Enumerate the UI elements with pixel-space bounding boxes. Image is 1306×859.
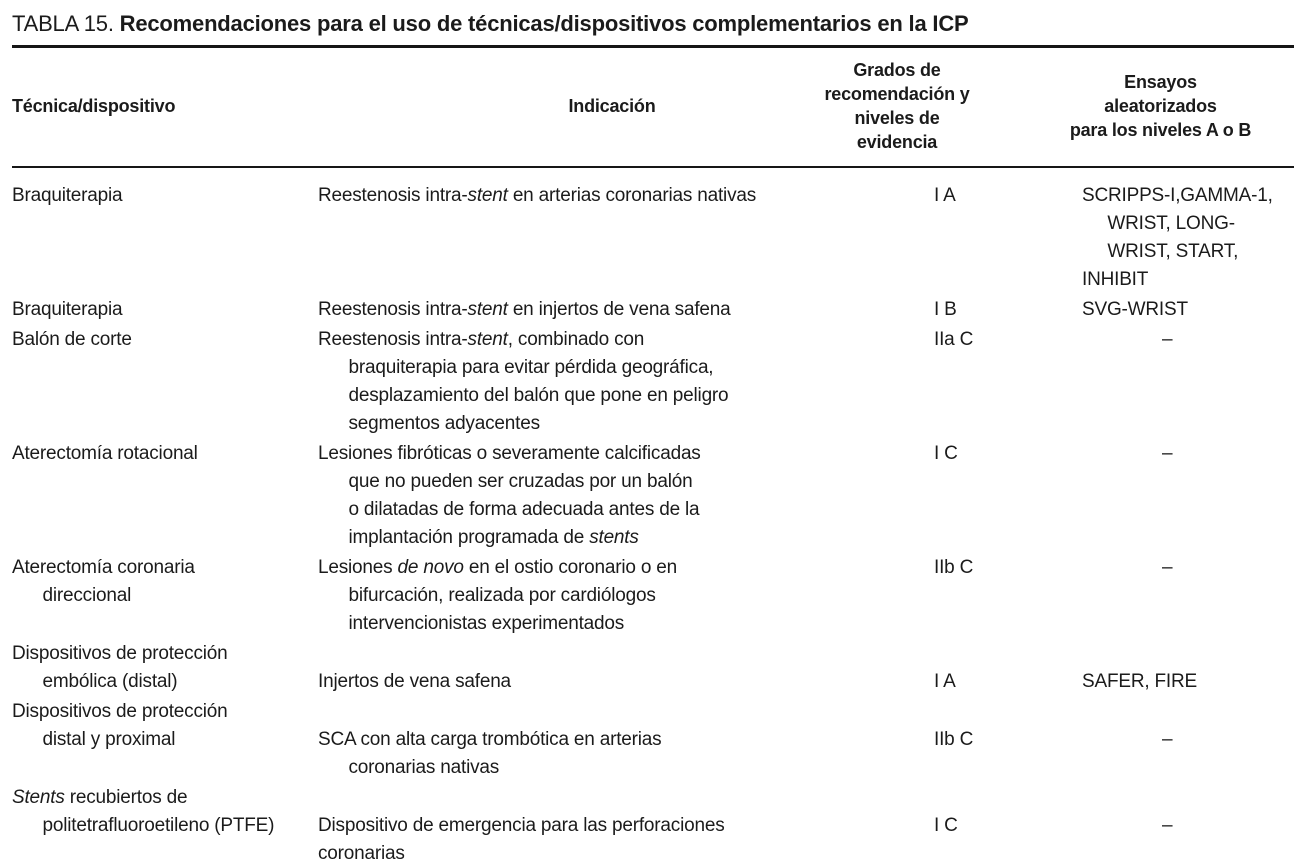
table-row: Dispositivos de protección embólica (dis… bbox=[12, 638, 1294, 696]
technique-cell: Aterectomía rotacional bbox=[12, 438, 312, 552]
recommendations-table: Técnica/dispositivo Indicación Grados de… bbox=[12, 45, 1294, 859]
text-segment: SCA con alta carga trombótica en arteria… bbox=[318, 729, 662, 778]
table-body: Braquiterapia Reestenosis intra-stent en … bbox=[12, 167, 1294, 859]
trials-cell-empty: – bbox=[1162, 557, 1173, 578]
italic-text-segment: Stents bbox=[12, 787, 65, 808]
indication-cell: Lesiones fibróticas o severamente calcif… bbox=[312, 438, 812, 552]
indication-cell: Reestenosis intra-stent en arterias coro… bbox=[312, 167, 812, 294]
text-segment: Aterectomía rotacional bbox=[12, 443, 198, 464]
trials-cell-empty: – bbox=[1162, 329, 1173, 350]
table-row: Aterectomía rotacional Lesiones fibrótica… bbox=[12, 438, 1294, 552]
text-segment: Reestenosis intra- bbox=[318, 185, 468, 206]
trials-cell-empty: – bbox=[1162, 443, 1173, 464]
indication-cell: Reestenosis intra-stent en injertos de v… bbox=[312, 294, 812, 324]
text-segment: en injertos de vena safena bbox=[507, 299, 731, 320]
table-row: Braquiterapia Reestenosis intra-stent en … bbox=[12, 294, 1294, 324]
technique-cell: Dispositivos de protección distal y prox… bbox=[12, 696, 312, 782]
italic-text-segment: stent bbox=[467, 185, 508, 206]
technique-cell: Balón de corte bbox=[12, 324, 312, 438]
table-row: Balón de corte Reestenosis intra-stent, c… bbox=[12, 324, 1294, 438]
column-header-trials: Ensayos aleatorizados para los niveles A… bbox=[982, 46, 1294, 168]
text-segment: Reestenosis intra- bbox=[318, 329, 468, 350]
technique-cell: Dispositivos de protección embólica (dis… bbox=[12, 638, 312, 696]
technique-cell: Aterectomía coronaria direccional bbox=[12, 552, 312, 638]
table-row: Aterectomía coronaria direccional Lesione… bbox=[12, 552, 1294, 638]
indication-cell: Injertos de vena safena bbox=[312, 638, 812, 696]
text-segment: Dispositivo de emergencia para las perfo… bbox=[318, 815, 730, 859]
table-caption: TABLA 15. Recomendaciones para el uso de… bbox=[12, 10, 1294, 38]
table-title: Recomendaciones para el uso de técnicas/… bbox=[119, 11, 969, 36]
text-segment: Braquiterapia bbox=[12, 185, 123, 206]
text-segment: Aterectomía coronaria direccional bbox=[12, 557, 195, 606]
grade-cell: I B bbox=[934, 299, 957, 320]
grade-cell: I A bbox=[934, 671, 956, 692]
text-segment: Dispositivos de protección embólica (dis… bbox=[12, 643, 228, 692]
italic-text-segment: stent bbox=[467, 299, 508, 320]
italic-text-segment: de novo bbox=[397, 557, 464, 578]
table-row: Dispositivos de protección distal y prox… bbox=[12, 696, 1294, 782]
text-segment: en el ostio coronario o en bifurcación, … bbox=[348, 557, 678, 634]
text-segment: en arterias coronarias nativas bbox=[507, 185, 757, 206]
indication-cell: SCA con alta carga trombótica en arteria… bbox=[312, 696, 812, 782]
text-segment: Braquiterapia bbox=[12, 299, 123, 320]
table-number: TABLA 15. bbox=[12, 11, 114, 36]
technique-cell: Braquiterapia bbox=[12, 167, 312, 294]
grade-cell: IIb C bbox=[934, 557, 974, 578]
text-segment: recubiertos de politetrafluoroetileno (P… bbox=[42, 787, 275, 836]
trials-cell: SCRIPPS-I,GAMMA-1, WRIST, LONG- WRIST, S… bbox=[1082, 185, 1273, 290]
grade-cell: I C bbox=[934, 815, 958, 836]
column-header-grade: Grados de recomendación y niveles de evi… bbox=[812, 46, 982, 168]
italic-text-segment: stents bbox=[589, 527, 639, 548]
text-segment: Balón de corte bbox=[12, 329, 132, 350]
column-header-indication: Indicación bbox=[312, 46, 812, 168]
technique-cell: Braquiterapia bbox=[12, 294, 312, 324]
trials-cell: SVG-WRIST bbox=[1082, 299, 1188, 320]
technique-cell: Stents recubiertos de politetrafluoroeti… bbox=[12, 782, 312, 859]
table-row: Braquiterapia Reestenosis intra-stent en … bbox=[12, 167, 1294, 294]
text-segment: Dispositivos de protección distal y prox… bbox=[12, 701, 228, 750]
trials-cell-empty: – bbox=[1162, 729, 1173, 750]
trials-cell: SAFER, FIRE bbox=[1082, 671, 1197, 692]
text-segment: Injertos de vena safena bbox=[318, 671, 511, 692]
grade-cell: I A bbox=[934, 185, 956, 206]
table-row: Stents recubiertos de politetrafluoroeti… bbox=[12, 782, 1294, 859]
grade-cell: IIb C bbox=[934, 729, 974, 750]
column-header-technique: Técnica/dispositivo bbox=[12, 46, 312, 168]
italic-text-segment: stent bbox=[467, 329, 508, 350]
trials-cell-empty: – bbox=[1162, 815, 1173, 836]
table-header-row: Técnica/dispositivo Indicación Grados de… bbox=[12, 46, 1294, 168]
text-segment: Lesiones bbox=[318, 557, 398, 578]
text-segment: Reestenosis intra- bbox=[318, 299, 468, 320]
indication-cell: Dispositivo de emergencia para las perfo… bbox=[312, 782, 812, 859]
indication-cell: Reestenosis intra-stent, combinado con b… bbox=[312, 324, 812, 438]
text-segment: Lesiones fibróticas o severamente calcif… bbox=[318, 443, 701, 548]
grade-cell: IIa C bbox=[934, 329, 974, 350]
indication-cell: Lesiones de novo en el ostio coronario o… bbox=[312, 552, 812, 638]
text-segment: , combinado con braquiterapia para evita… bbox=[348, 329, 729, 434]
grade-cell: I C bbox=[934, 443, 958, 464]
